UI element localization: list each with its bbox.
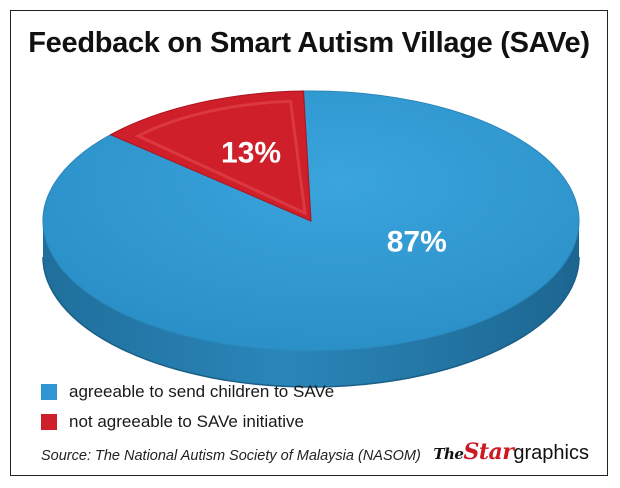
legend: agreeable to send children to SAVe not a… xyxy=(41,381,334,441)
legend-swatch-not-agreeable xyxy=(41,414,57,430)
pie-labels: 87% 13% xyxy=(221,136,447,258)
pie-slice-not-agreeable-bevel xyxy=(134,99,307,216)
pie-side xyxy=(42,221,580,388)
pie-top xyxy=(42,90,580,352)
pie-chart: 87% 13% xyxy=(42,90,580,388)
thestar-graphics-logo: TheStargraphics xyxy=(433,439,589,465)
legend-label-agreeable: agreeable to send children to SAVe xyxy=(69,382,335,401)
logo-star: Star xyxy=(463,439,514,465)
pie-label-not-agreeable: 13% xyxy=(221,136,281,169)
chart-title: Feedback on Smart Autism Village (SAVe) xyxy=(28,27,590,59)
logo-the: The xyxy=(433,445,464,463)
chart-frame: Feedback on Smart Autism Village (SAVe) … xyxy=(10,10,608,476)
legend-item-not-agreeable: not agreeable to SAVe initiative xyxy=(41,411,334,433)
legend-swatch-agreeable xyxy=(41,384,57,400)
legend-item-agreeable: agreeable to send children to SAVe xyxy=(41,381,334,403)
pie-side-wall xyxy=(43,221,579,387)
logo-graphics: graphics xyxy=(513,442,589,464)
pie-label-agreeable: 87% xyxy=(387,226,447,259)
legend-label-not-agreeable: not agreeable to SAVe initiative xyxy=(69,412,305,431)
pie-slice-not-agreeable xyxy=(109,90,312,222)
pie-bottom-rim xyxy=(42,256,580,388)
source-note: Source: The National Autism Society of M… xyxy=(41,448,421,464)
